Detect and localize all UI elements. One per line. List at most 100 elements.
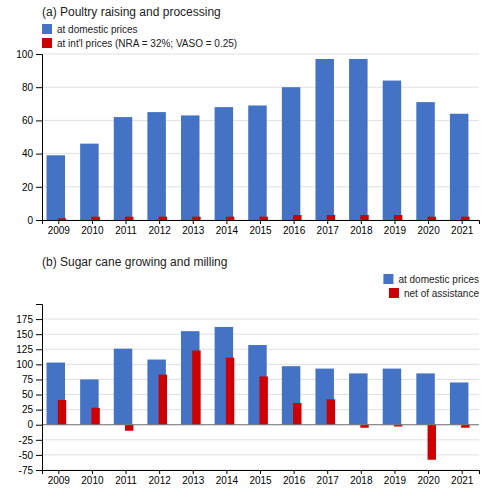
x-tick: 2010 [81,220,104,236]
x-tick-mark [126,470,127,474]
y-tick-mark [36,334,42,335]
y-tick: -25 [19,435,42,446]
bar [327,215,335,220]
y-tick-label: 80 [22,82,34,93]
y-tick-label: 20 [22,182,34,193]
y-tick-mark [36,319,42,320]
bar [147,112,165,220]
y-tick-label: -50 [19,450,34,461]
x-tick: 2019 [384,220,407,236]
bar [248,105,266,220]
x-tick-label: 2020 [417,225,440,236]
bar [114,117,132,220]
x-tick-label: 2021 [451,475,474,486]
bar [226,358,234,425]
bar [315,59,333,220]
bar [394,215,402,220]
x-tick: 2020 [417,220,440,236]
grid-line [42,439,479,440]
x-tick-mark [394,470,395,474]
x-tick-label: 2021 [451,225,474,236]
legend-label: at int'l prices (NRA = 32%; VASO = 0.25) [57,38,237,49]
y-tick: -75 [19,465,42,476]
zero-line [42,424,479,425]
x-tick: 2018 [350,470,373,486]
y-tick-mark [36,154,42,155]
x-tick-mark [193,220,194,224]
y-tick-mark [36,54,42,55]
x-tick-label: 2014 [216,225,239,236]
x-tick-mark [92,470,93,474]
x-tick-label: 2015 [249,475,272,486]
grid-line [42,334,479,335]
x-tick-label: 2016 [283,225,306,236]
bar [349,59,367,220]
x-tick-label: 2017 [317,225,340,236]
x-tick-label: 2019 [384,475,407,486]
x-tick: 2010 [81,470,104,486]
bar [428,425,436,460]
y-axis: 020406080100 [16,49,42,226]
legend-item: at domestic prices [42,24,138,35]
bar [125,217,133,220]
x-tick: 2015 [249,470,272,486]
legend-label: net of assistance [404,288,479,299]
x-tick: 2016 [283,220,306,236]
bar-series [47,59,469,220]
y-tick-label: 100 [16,49,33,60]
legend-label: at domestic prices [57,24,138,35]
y-tick-label: -75 [19,465,34,476]
y-tick-mark [36,410,42,411]
legend-label: at domestic prices [398,274,479,285]
grid-line [42,424,479,425]
legend: at domestic prices at int'l prices (NRA =… [42,24,237,49]
x-tick: 2015 [249,220,272,236]
y-tick-label: -25 [19,435,34,446]
x-tick-mark [361,220,362,224]
bar [159,375,167,425]
y-tick-mark [36,379,42,380]
bar [327,399,335,424]
x-tick: 2011 [115,470,137,486]
y-axis: -75-50-250255075100125150175 [16,305,42,476]
grid [42,54,479,220]
y-tick-label: 100 [16,359,33,370]
bar [450,114,468,220]
bar [428,217,436,220]
bar [226,217,234,220]
x-tick-mark [159,470,160,474]
y-tick-label: 125 [16,344,33,355]
legend: at domestic prices net of assistance [383,274,479,299]
x-tick-mark [159,220,160,224]
x-tick-label: 2012 [149,225,172,236]
bar [47,155,65,220]
legend-item: at int'l prices (NRA = 32%; VASO = 0.25) [42,38,237,49]
x-tick-label: 2018 [350,225,373,236]
legend-item: at domestic prices [383,274,479,285]
bar [192,350,200,424]
y-tick: 50 [22,389,42,400]
y-tick: 20 [22,182,42,193]
bar [282,87,300,220]
x-tick: 2013 [182,470,205,486]
y-tick: 150 [16,329,42,340]
panel: 2009201020112012201320142015201620172018… [16,255,479,486]
bar [383,369,401,425]
x-tick-label: 2012 [149,475,172,486]
legend-item: net of assistance [389,288,479,299]
x-tick-mark [327,220,328,224]
y-tick-label: 25 [22,404,34,415]
x-tick-mark [226,220,227,224]
x-tick-mark [394,220,395,224]
x-tick: 2017 [317,220,340,236]
y-tick: 60 [22,115,42,126]
x-tick-mark [260,470,261,474]
x-tick: 2014 [216,220,239,236]
y-tick-label: 150 [16,329,33,340]
bar [58,400,66,425]
x-tick-label: 2017 [317,475,340,486]
x-tick-label: 2015 [249,225,272,236]
y-tick-label: 75 [22,374,34,385]
y-tick-label: 175 [16,314,33,325]
legend-swatch [42,38,52,48]
